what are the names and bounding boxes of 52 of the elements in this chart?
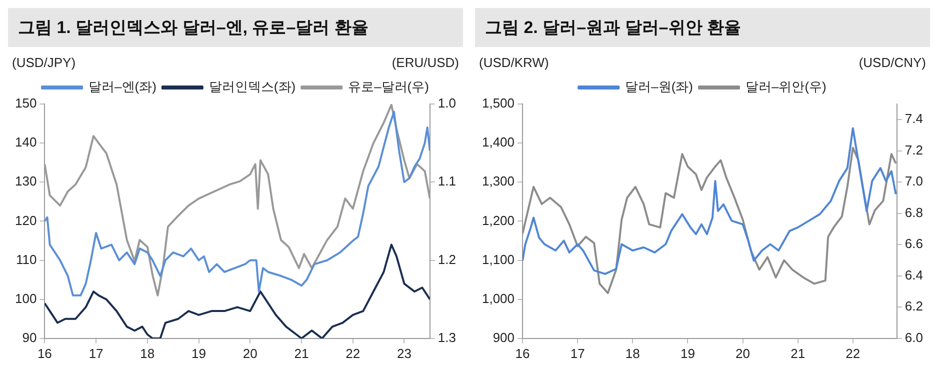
y-axis-title: (USD/KRW) [479,55,549,71]
y-tick-label: 1,500 [482,96,515,111]
legend-label: 달러–원(좌) [625,79,693,94]
x-tick-label: 17 [88,346,104,361]
x-tick-label: 21 [294,346,309,361]
y2-tick-label: 6.4 [904,267,924,282]
y2-tick-label: 7.4 [904,111,924,126]
y2-tick-label: 6.6 [904,236,924,252]
y-tick-label: 90 [22,330,37,345]
x-tick-label: 19 [192,346,206,361]
y-tick-label: 100 [14,290,37,306]
y2-axis-title: (ERU/USD) [392,55,459,71]
legend-label: 달러인덱스(좌) [208,79,296,94]
legend-label: 달러–위안(우) [746,79,826,94]
x-tick-label: 22 [846,346,860,361]
x-tick-label: 17 [570,346,585,361]
y-tick-label: 1,300 [482,174,515,189]
y2-tick-label: 7.0 [904,174,924,189]
x-tick-label: 16 [515,346,530,361]
y-tick-label: 1,100 [482,252,515,267]
x-tick-label: 23 [397,346,412,361]
x-tick-label: 18 [625,346,640,361]
legend-label: 유로–달러(우) [348,79,429,94]
legend-label: 달러–엔(좌) [88,79,156,94]
chart-title: 그림 2. 달러–원과 달러–위안 환율 [475,8,930,47]
y-axis-title: (USD/JPY) [12,55,76,71]
x-tick-label: 20 [736,346,750,361]
chart-title: 그림 1. 달러인덱스와 달러–엔, 유로–달러 환율 [8,8,463,47]
y2-tick-label: 6.2 [904,298,924,314]
y-tick-label: 150 [14,96,37,111]
y-tick-label: 130 [14,174,37,189]
x-tick-label: 18 [140,346,155,361]
y2-tick-label: 1.1 [438,174,456,189]
x-tick-label: 21 [790,346,806,361]
y-tick-label: 1,000 [482,290,515,306]
y2-tick-label: 6.8 [904,204,924,220]
y2-axis-title: (USD/CNY) [858,55,926,71]
y2-tick-label: 7.2 [904,142,924,158]
y2-tick-label: 1.3 [438,330,456,345]
y-tick-label: 1,200 [482,212,515,228]
y2-tick-label: 1.0 [438,96,456,111]
y-tick-label: 110 [16,252,37,267]
y-tick-label: 120 [14,212,37,228]
y-tick-label: 1,400 [482,134,515,150]
x-tick-label: 22 [346,346,360,361]
y-tick-label: 900 [492,330,515,345]
x-tick-label: 16 [37,346,52,361]
y2-tick-label: 6.0 [904,330,924,345]
x-tick-label: 20 [242,346,258,361]
y2-tick-label: 1.2 [438,252,456,267]
y-tick-label: 140 [14,134,37,150]
x-tick-label: 19 [680,346,695,361]
